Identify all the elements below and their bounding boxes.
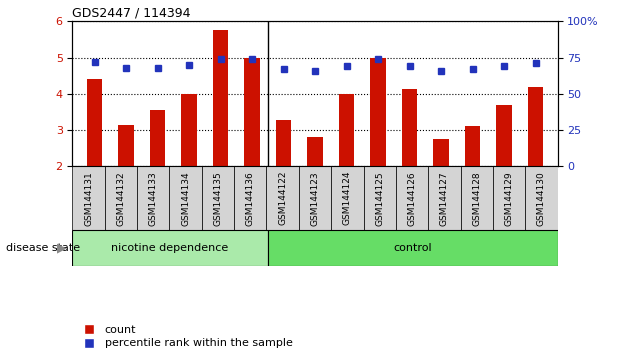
Text: disease state: disease state [6, 243, 81, 253]
Legend: count, percentile rank within the sample: count, percentile rank within the sample [78, 325, 292, 348]
Bar [234, 166, 266, 230]
Text: GSM144133: GSM144133 [149, 171, 158, 225]
Bar [72, 166, 105, 230]
Bar [402, 90, 417, 166]
Bar [496, 105, 512, 166]
Text: GSM144135: GSM144135 [214, 171, 222, 225]
Bar [493, 166, 525, 230]
Bar [370, 57, 386, 166]
Bar [307, 137, 323, 166]
Bar [105, 166, 137, 230]
Bar [137, 166, 169, 230]
Text: GSM144127: GSM144127 [440, 171, 449, 225]
Bar [525, 166, 558, 230]
Bar [244, 57, 260, 166]
Text: GSM144134: GSM144134 [181, 171, 190, 225]
Bar [428, 166, 461, 230]
Bar [181, 94, 197, 166]
Text: GSM144126: GSM144126 [408, 171, 416, 225]
Bar [299, 166, 331, 230]
Text: GSM144122: GSM144122 [278, 171, 287, 225]
Text: GSM144132: GSM144132 [117, 171, 125, 225]
Bar [213, 30, 228, 166]
Bar [396, 166, 428, 230]
Bar [118, 125, 134, 166]
Bar [150, 110, 165, 166]
Bar [461, 166, 493, 230]
Text: control: control [393, 243, 432, 253]
Bar [528, 86, 543, 166]
Text: GSM144125: GSM144125 [375, 171, 384, 225]
Bar [364, 166, 396, 230]
Bar [169, 166, 202, 230]
Bar [465, 126, 480, 166]
Text: GSM144128: GSM144128 [472, 171, 481, 225]
Text: GSM144129: GSM144129 [505, 171, 513, 225]
Text: ▶: ▶ [57, 241, 66, 254]
Bar [266, 166, 299, 230]
Text: GSM144136: GSM144136 [246, 171, 255, 225]
Text: GDS2447 / 114394: GDS2447 / 114394 [72, 6, 191, 19]
Text: GSM144130: GSM144130 [537, 171, 546, 225]
Bar [87, 79, 102, 166]
Bar [268, 230, 558, 266]
Bar [433, 139, 449, 166]
Text: GSM144124: GSM144124 [343, 171, 352, 225]
Text: nicotine dependence: nicotine dependence [112, 243, 229, 253]
Bar [276, 120, 291, 166]
Bar [339, 94, 354, 166]
Text: GSM144123: GSM144123 [311, 171, 319, 225]
Bar [202, 166, 234, 230]
Bar [331, 166, 364, 230]
Text: GSM144131: GSM144131 [84, 171, 93, 225]
Bar [72, 230, 268, 266]
